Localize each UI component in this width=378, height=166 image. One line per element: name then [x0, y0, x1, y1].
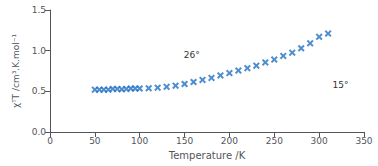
svg-text:300: 300: [311, 136, 328, 146]
svg-text:50: 50: [89, 136, 101, 146]
svg-text:0.0: 0.0: [32, 127, 47, 137]
svg-text:250: 250: [266, 136, 283, 146]
svg-text:0: 0: [47, 136, 53, 146]
svg-text:350: 350: [355, 136, 372, 146]
svg-text:χᵀT /cm³.K.mol⁻¹: χᵀT /cm³.K.mol⁻¹: [11, 34, 21, 109]
svg-text:1.5: 1.5: [32, 5, 46, 15]
svg-text:15°: 15°: [333, 80, 349, 90]
svg-text:0.5: 0.5: [32, 86, 46, 96]
svg-text:Temperature /K: Temperature /K: [168, 150, 246, 161]
svg-text:200: 200: [221, 136, 238, 146]
svg-text:1.0: 1.0: [32, 46, 47, 56]
svg-text:100: 100: [131, 136, 148, 146]
svg-text:150: 150: [176, 136, 193, 146]
svg-text:26°: 26°: [184, 50, 200, 60]
